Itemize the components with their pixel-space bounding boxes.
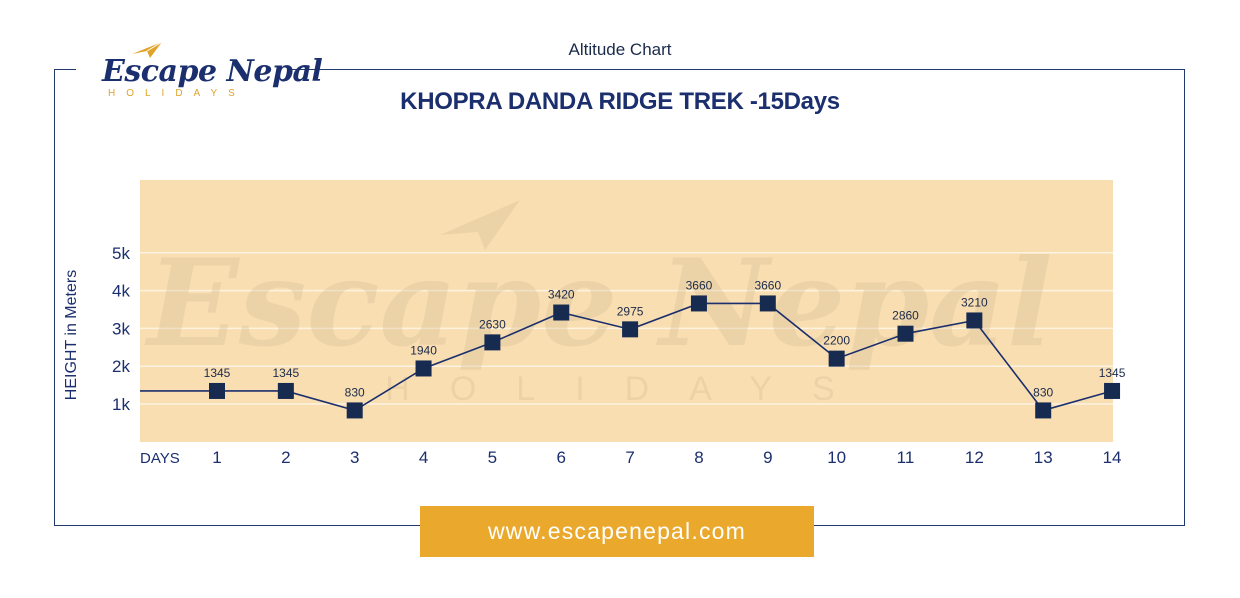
- data-point-marker: [690, 295, 707, 312]
- data-point-marker: [1035, 402, 1052, 419]
- website-banner: www.escapenepal.com: [420, 506, 814, 557]
- data-point-marker: [897, 325, 914, 342]
- gridlines: [140, 252, 1113, 405]
- escape-nepal-logo: Escape Nepal HOLIDAYS: [88, 40, 323, 106]
- x-tick-label: 2: [281, 448, 290, 467]
- data-point-marker: [484, 334, 501, 351]
- data-label: 1345: [1099, 366, 1126, 380]
- x-tick-label: 8: [694, 448, 703, 467]
- paper-plane-icon: [132, 41, 163, 58]
- y-axis-label: HEIGHT in Meters: [63, 270, 80, 400]
- svg-text:Escape Nepal: Escape Nepal: [144, 233, 1052, 374]
- y-tick-label: 2k: [112, 357, 130, 376]
- y-axis: 1k 2k 3k 4k 5k: [112, 244, 130, 414]
- x-axis-label: DAYS: [140, 450, 180, 467]
- y-tick-label: 3k: [112, 319, 130, 338]
- chart-title: KHOPRA DANDA RIDGE TREK -15Days: [400, 88, 840, 115]
- data-point-marker: [415, 360, 432, 377]
- data-label: 830: [1033, 385, 1053, 399]
- x-axis: DAYS 1 2 3 4 5 6 7 8 9 10 11 12 13 14: [140, 448, 1122, 467]
- data-point-marker: [553, 304, 570, 321]
- data-label: 3420: [548, 288, 575, 302]
- x-tick-label: 1: [212, 448, 221, 467]
- data-label: 1345: [204, 366, 231, 380]
- y-tick-label: 5k: [112, 244, 130, 263]
- x-tick-label: 12: [965, 448, 984, 467]
- data-point-marker: [1104, 382, 1121, 399]
- y-tick-label: 1k: [112, 395, 130, 414]
- x-tick-label: 3: [350, 448, 359, 467]
- x-tick-label: 5: [488, 448, 497, 467]
- data-label: 1940: [410, 343, 437, 357]
- data-label: 3210: [961, 295, 988, 309]
- data-point-marker: [277, 382, 294, 399]
- plot-background: [140, 180, 1113, 442]
- x-tick-label: 6: [557, 448, 566, 467]
- x-tick-label: 4: [419, 448, 428, 467]
- logo-background: [76, 38, 290, 108]
- data-label: 2975: [617, 304, 644, 318]
- x-tick-label: 13: [1034, 448, 1053, 467]
- y-tick-label: 4k: [112, 282, 130, 301]
- data-label: 830: [345, 385, 365, 399]
- data-point-marker: [966, 312, 983, 329]
- data-point-marker: [622, 321, 639, 338]
- data-label: 1345: [272, 366, 299, 380]
- x-tick-label: 14: [1103, 448, 1122, 467]
- logo-tagline: HOLIDAYS: [108, 88, 246, 99]
- data-label: 2200: [823, 334, 850, 348]
- data-label: 3660: [686, 278, 713, 292]
- x-tick-label: 7: [625, 448, 634, 467]
- x-tick-label: 11: [897, 448, 915, 467]
- data-label: 2630: [479, 317, 506, 331]
- website-url[interactable]: www.escapenepal.com: [487, 518, 747, 544]
- data-point-marker: [828, 350, 845, 367]
- x-tick-label: 9: [763, 448, 772, 467]
- x-tick-label: 10: [827, 448, 846, 467]
- watermark-logo: Escape Nepal HOLIDAYS: [144, 200, 1053, 408]
- altitude-series: 1345 1345 830 1940 2630 3420 2975 3660 3660 2200 2…: [140, 278, 1126, 419]
- header-label: Altitude Chart: [568, 40, 672, 59]
- data-label: 2860: [892, 309, 919, 323]
- data-point-marker: [759, 295, 776, 312]
- svg-text:HOLIDAYS: HOLIDAYS: [385, 370, 874, 408]
- logo-wordmark: Escape Nepal: [102, 54, 323, 89]
- data-point-marker: [209, 382, 225, 399]
- data-label: 3660: [754, 278, 781, 292]
- data-point-marker: [346, 402, 363, 419]
